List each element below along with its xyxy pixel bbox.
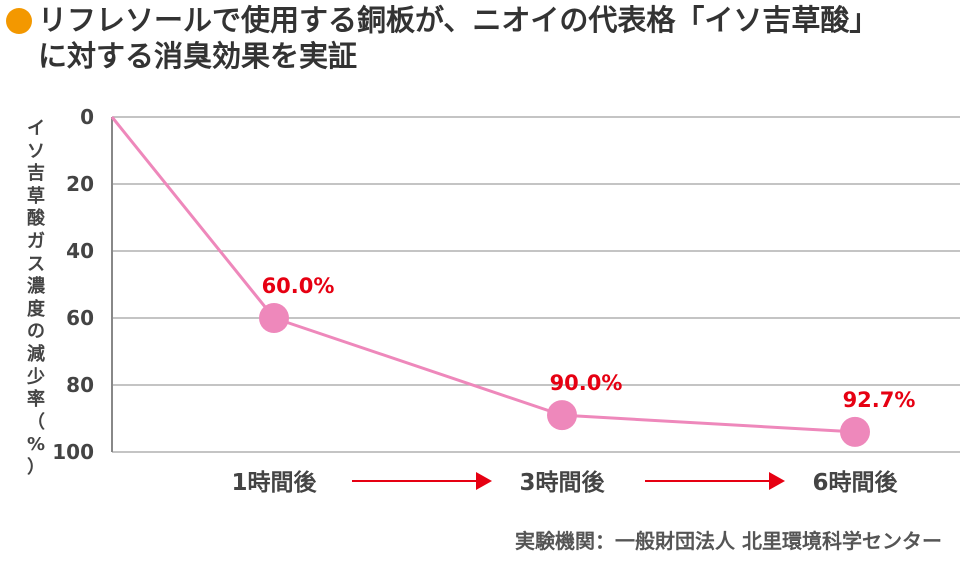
y-tick-label: 100 (52, 440, 94, 464)
y-tick-label: 60 (66, 306, 94, 330)
data-label: 60.0% (262, 274, 335, 298)
x-category-label: 1時間後 (231, 469, 317, 496)
data-label: 90.0% (550, 371, 623, 395)
arrow-head-icon (769, 472, 785, 490)
y-tick-label: 0 (80, 105, 94, 129)
data-point (259, 303, 289, 333)
title-line-2: に対する消臭効果を実証 (38, 39, 358, 73)
title-bullet-icon (6, 8, 32, 34)
title-line-1: リフレソールで使用する銅板が、ニオイの代表格「イソ吉草酸」 (38, 3, 879, 37)
source-credit: 実験機関：一般財団法人 北里環境科学センター (515, 529, 942, 553)
arrow-head-icon (476, 472, 492, 490)
x-category-label: 3時間後 (519, 469, 605, 496)
data-point (547, 400, 577, 431)
x-category-label: 6時間後 (812, 469, 898, 496)
series-line (110, 116, 856, 434)
data-label: 92.7% (843, 388, 916, 412)
data-point (840, 416, 870, 447)
y-axis-label: イ ソ 吉 草 酸 ガ ス 濃 度 の 減 少 率 （ % ） (26, 118, 46, 478)
y-tick-label: 20 (66, 172, 94, 196)
y-tick-label: 80 (66, 373, 94, 397)
y-tick-label: 40 (66, 239, 94, 263)
